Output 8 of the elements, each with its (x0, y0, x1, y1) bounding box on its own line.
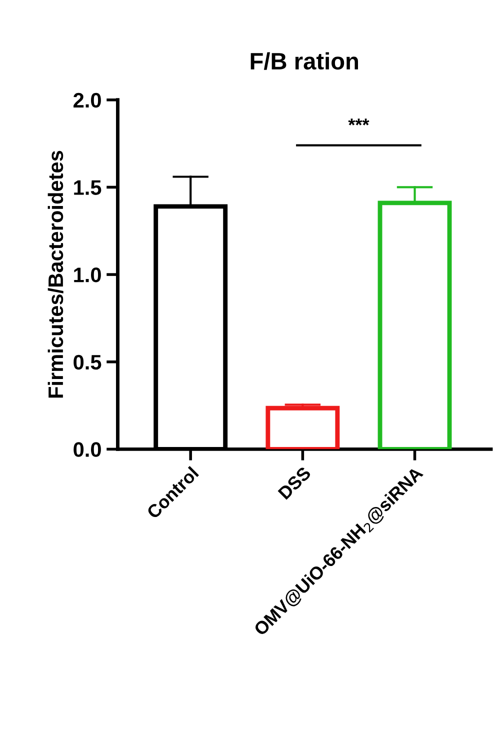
y-tick-label: 1.5 (74, 180, 102, 195)
y-axis-title: Firmicutes/Bacteroidetes (48, 150, 64, 398)
annotation: *** (348, 118, 370, 126)
y-tick-label: 0.5 (74, 354, 102, 370)
y-tick-label: 0.0 (74, 442, 101, 457)
chart-title: F/B ration (250, 52, 358, 70)
y-tick-label: 1.0 (74, 268, 101, 282)
y-tick-label: 2.0 (74, 92, 101, 108)
